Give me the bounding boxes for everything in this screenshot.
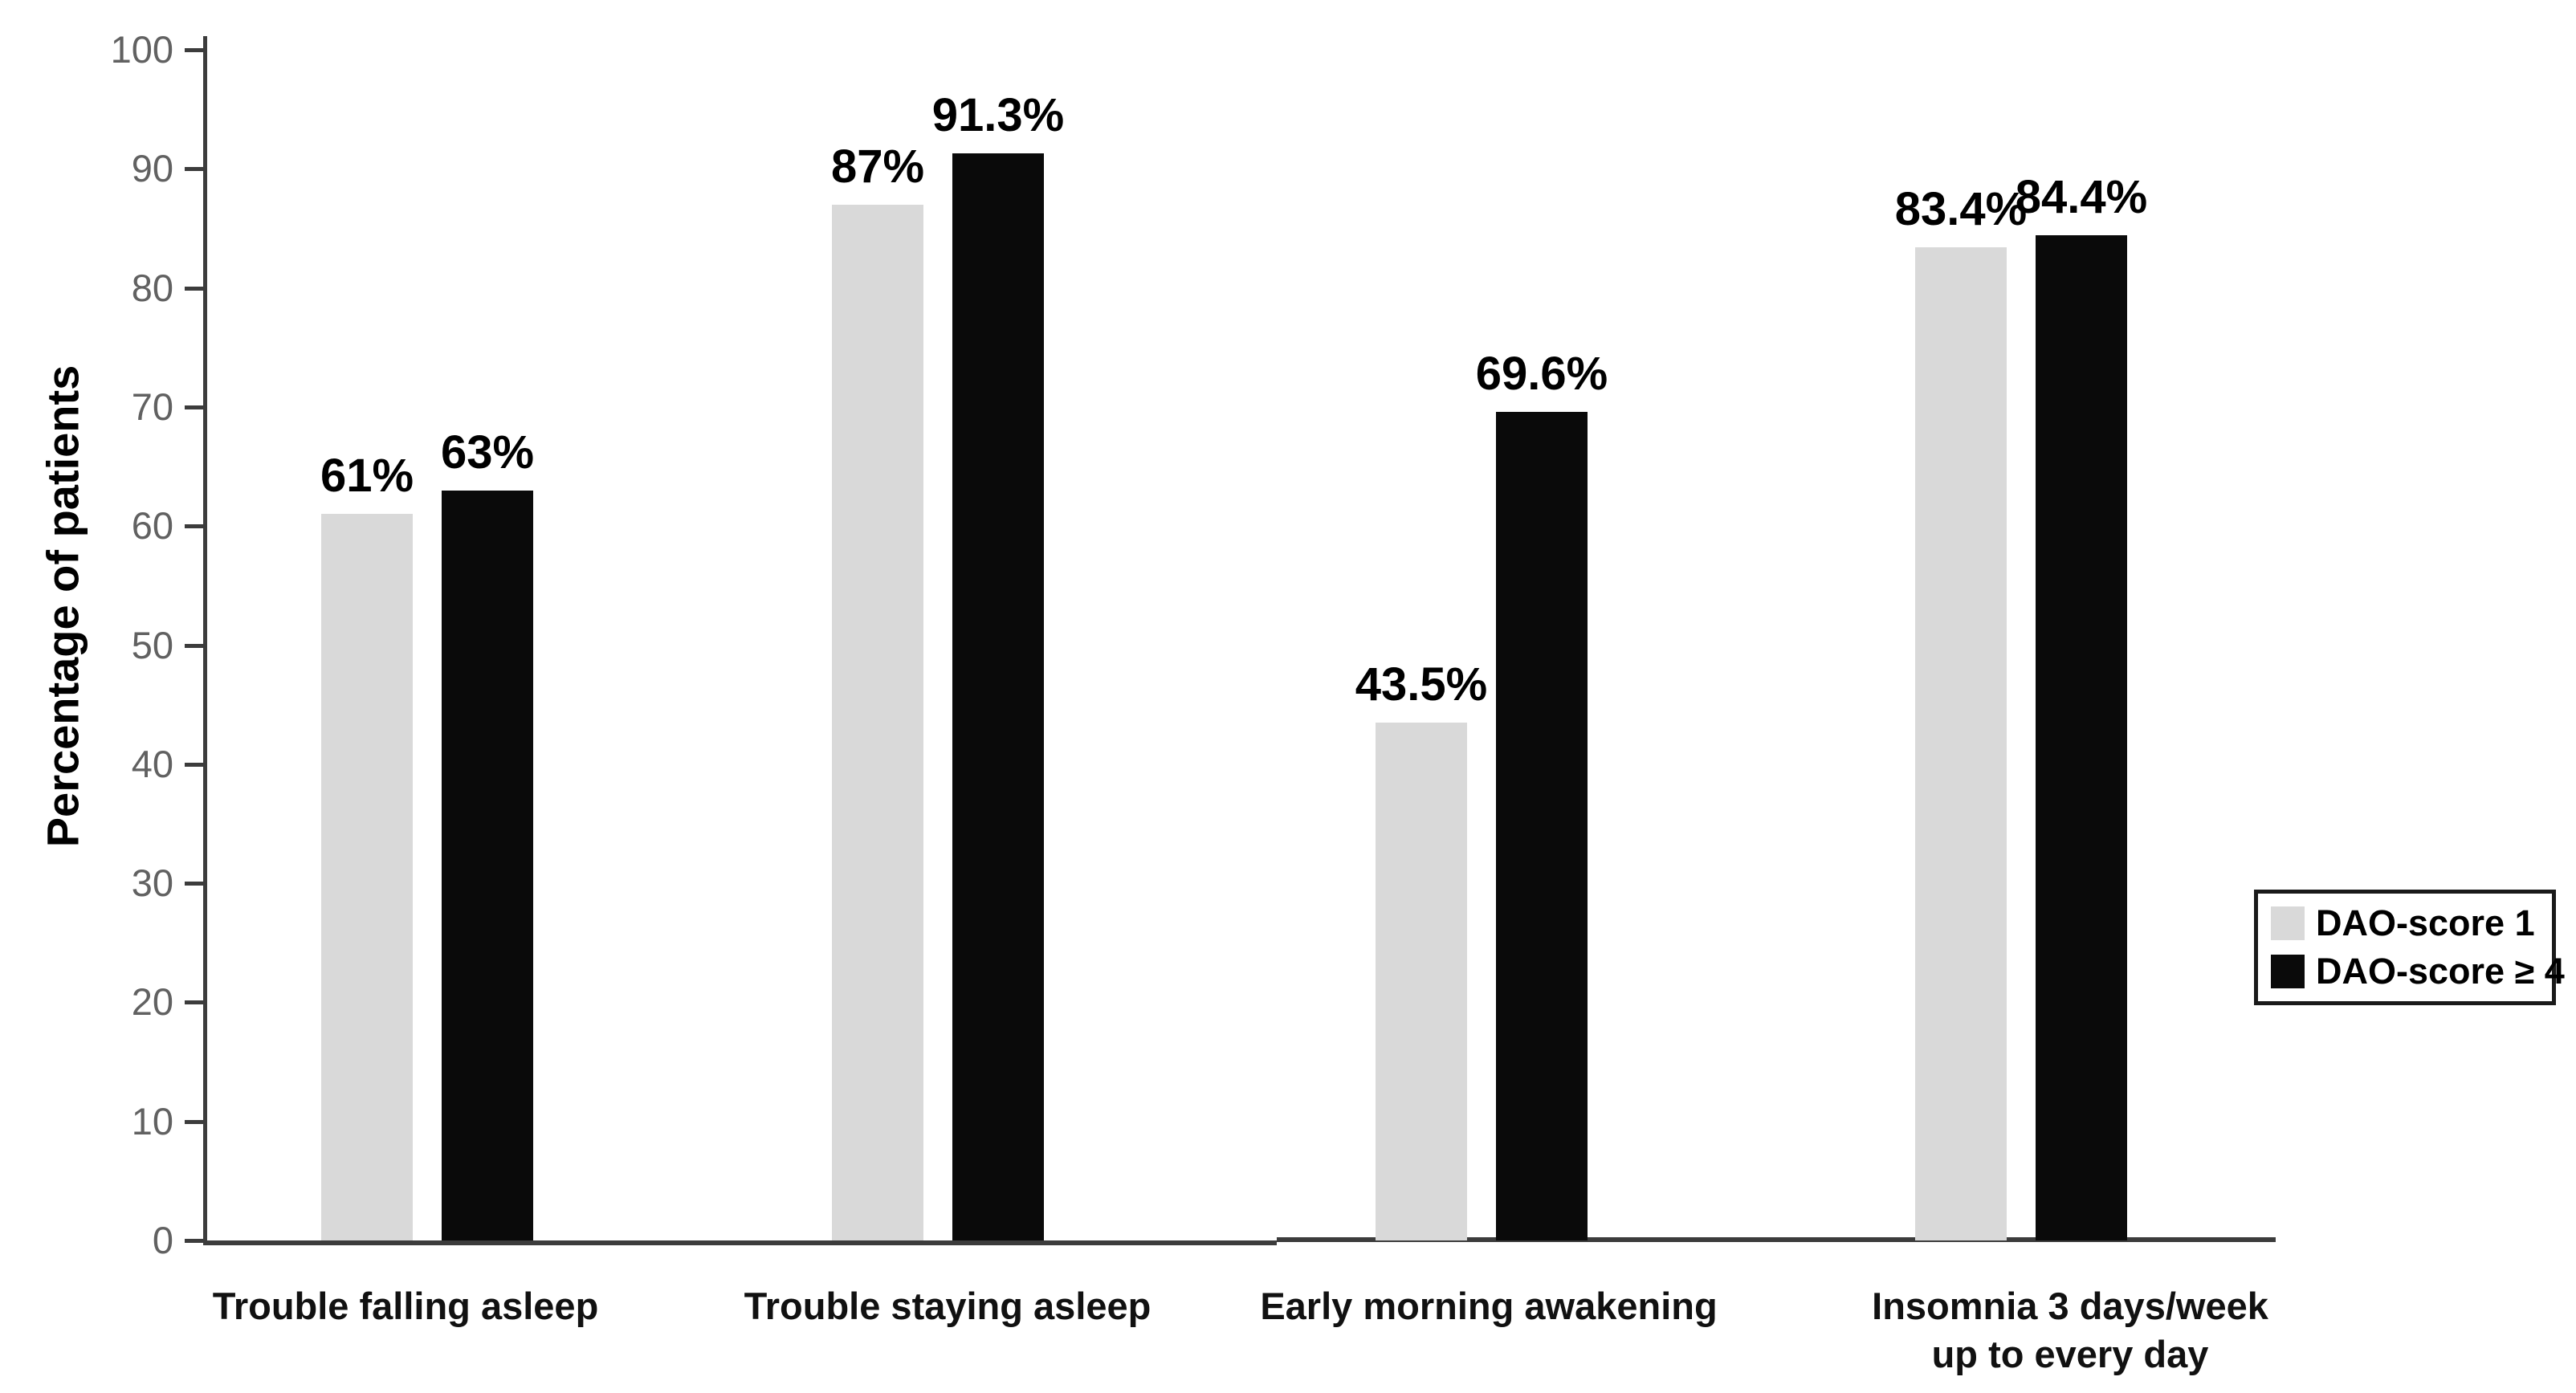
legend: DAO-score 1 DAO-score ≥ 4 — [2254, 890, 2565, 1005]
bar-value-label: 83.4% — [1894, 183, 2028, 236]
y-tick-mark — [185, 762, 204, 767]
y-tick-mark — [185, 167, 204, 172]
y-tick-label: 20 — [131, 980, 173, 1024]
y-tick-label: 80 — [131, 266, 173, 309]
legend-item: DAO-score ≥ 4 — [2271, 951, 2565, 992]
bar-dao-score-1 — [321, 514, 413, 1240]
legend-label: DAO-score ≥ 4 — [2316, 951, 2565, 992]
legend-label: DAO-score 1 — [2316, 902, 2535, 943]
bar-dao-score-1 — [1915, 247, 2007, 1240]
bar-dao-score-ge4 — [952, 153, 1044, 1240]
bar-value-label: 69.6% — [1475, 347, 1608, 400]
y-tick-mark — [185, 643, 204, 648]
y-tick-mark — [185, 882, 204, 886]
bar-dao-score-1 — [832, 204, 923, 1240]
y-tick-label: 60 — [131, 504, 173, 548]
bar-value-label: 61% — [320, 450, 414, 503]
category-label: Insomnia 3 days/week up to every day — [1872, 1285, 2268, 1375]
y-tick-label: 30 — [131, 861, 173, 905]
legend-item: DAO-score 1 — [2271, 902, 2552, 943]
y-tick-mark — [185, 1239, 204, 1243]
category-label: Trouble falling asleep — [212, 1285, 599, 1327]
bar-value-label: 87% — [830, 140, 925, 193]
y-tick-mark — [185, 286, 204, 291]
y-tick-label: 100 — [110, 28, 173, 71]
legend-swatch — [2271, 955, 2305, 988]
y-tick-mark — [185, 524, 204, 529]
y-tick-label: 70 — [131, 385, 173, 428]
x-axis-line — [203, 1240, 1277, 1245]
bar-dao-score-ge4 — [442, 490, 533, 1240]
category-label: Early morning awakening — [1260, 1285, 1718, 1327]
bar-value-label: 63% — [440, 426, 535, 479]
y-tick-label: 10 — [131, 1099, 173, 1143]
category-label: Trouble staying asleep — [744, 1285, 1151, 1327]
legend-swatch — [2271, 906, 2305, 940]
y-tick-label: 90 — [131, 147, 173, 190]
x-axis-line — [1277, 1237, 2276, 1242]
bar-dao-score-ge4 — [2036, 235, 2127, 1240]
y-tick-label: 40 — [131, 742, 173, 785]
y-axis-line — [203, 36, 207, 1244]
y-tick-label: 50 — [131, 623, 173, 666]
bar-value-label: 43.5% — [1355, 658, 1488, 711]
bar-value-label: 91.3% — [931, 89, 1065, 142]
y-tick-label: 0 — [152, 1219, 173, 1261]
bar-value-label: 84.4% — [2015, 171, 2148, 224]
y-tick-mark — [185, 1119, 204, 1124]
y-tick-mark — [185, 405, 204, 409]
y-tick-mark — [185, 1000, 204, 1005]
bar-dao-score-ge4 — [1496, 411, 1588, 1240]
bar-dao-score-1 — [1376, 722, 1467, 1240]
y-tick-mark — [185, 48, 204, 52]
